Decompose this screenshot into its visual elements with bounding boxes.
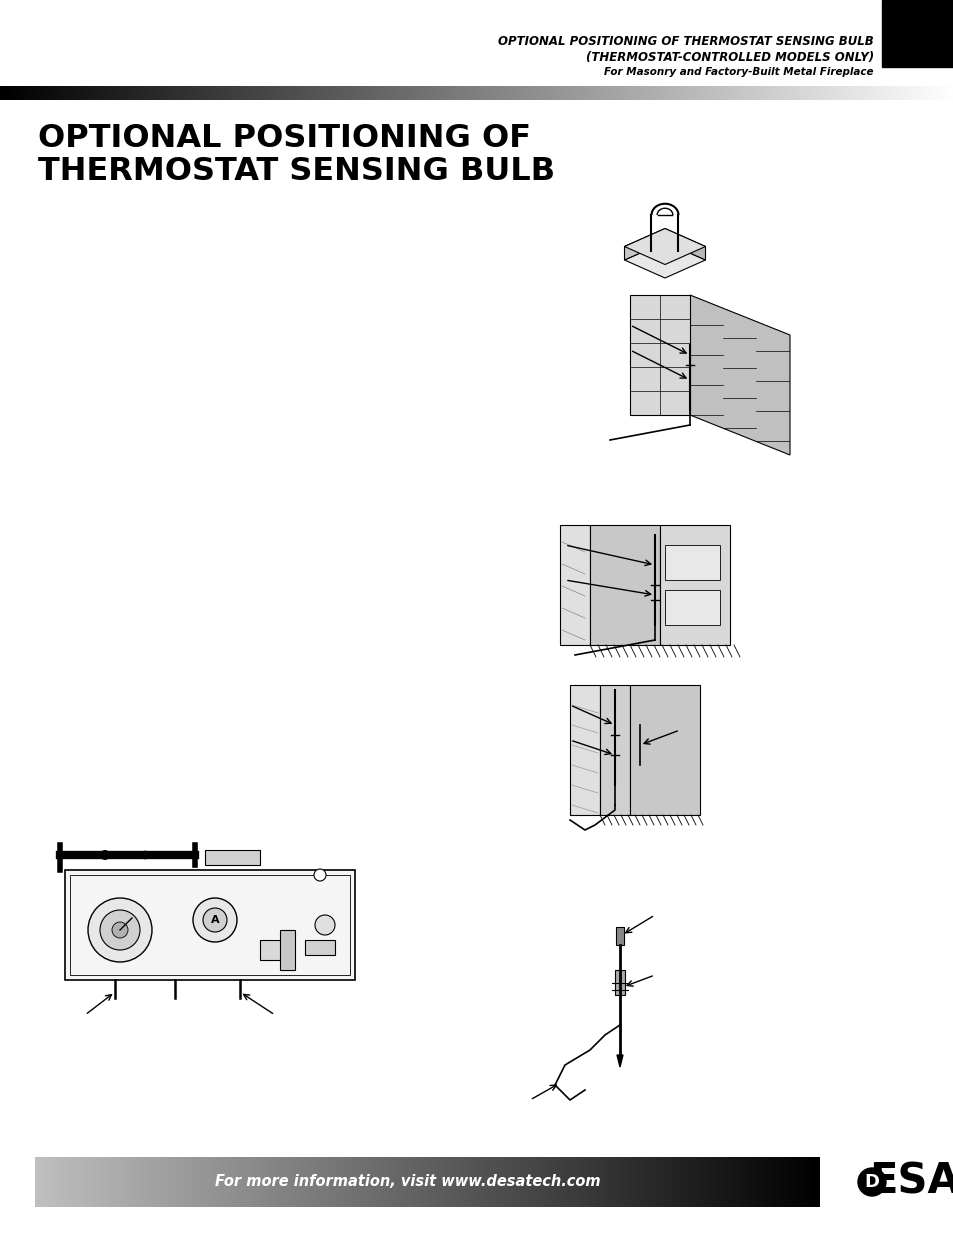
Text: For Masonry and Factory-Built Metal Fireplace: For Masonry and Factory-Built Metal Fire… (604, 67, 873, 77)
Polygon shape (629, 295, 689, 415)
Polygon shape (569, 685, 599, 815)
Circle shape (857, 1168, 885, 1195)
Polygon shape (599, 685, 629, 815)
Circle shape (193, 898, 236, 942)
Polygon shape (624, 228, 705, 264)
Polygon shape (664, 228, 705, 261)
Bar (305, 940, 335, 955)
Bar (820, 1157, 953, 1207)
Text: OPTIONAL POSITIONING OF THERMOSTAT SENSING BULB: OPTIONAL POSITIONING OF THERMOSTAT SENSI… (497, 35, 873, 48)
Bar (70, 876, 350, 974)
Circle shape (112, 923, 128, 939)
Circle shape (314, 869, 326, 881)
Text: THERMOSTAT SENSING BULB: THERMOSTAT SENSING BULB (38, 156, 555, 186)
Bar (65, 869, 355, 981)
Circle shape (88, 898, 152, 962)
Circle shape (141, 851, 149, 860)
Polygon shape (659, 525, 729, 645)
Bar (664, 590, 720, 625)
Circle shape (100, 850, 110, 860)
Text: OPTIONAL POSITIONING OF: OPTIONAL POSITIONING OF (38, 124, 531, 154)
Text: For more information, visit www.desatech.com: For more information, visit www.desatech… (214, 1174, 599, 1189)
Text: ESA: ESA (869, 1161, 953, 1203)
Bar (260, 940, 290, 960)
Bar (205, 850, 260, 864)
Circle shape (314, 915, 335, 935)
Polygon shape (617, 1055, 622, 1067)
Bar (882, 0, 953, 67)
Bar (664, 545, 720, 580)
Bar (280, 930, 294, 969)
Polygon shape (624, 242, 705, 278)
Polygon shape (624, 228, 664, 261)
Circle shape (100, 910, 140, 950)
Text: (THERMOSTAT-CONTROLLED MODELS ONLY): (THERMOSTAT-CONTROLLED MODELS ONLY) (585, 51, 873, 64)
Text: D: D (863, 1173, 879, 1191)
Bar (615, 969, 624, 995)
Text: A: A (211, 915, 219, 925)
Bar (616, 927, 623, 945)
Polygon shape (589, 525, 659, 645)
Polygon shape (689, 295, 789, 454)
Polygon shape (559, 525, 589, 645)
Circle shape (203, 908, 227, 932)
Polygon shape (629, 685, 700, 815)
